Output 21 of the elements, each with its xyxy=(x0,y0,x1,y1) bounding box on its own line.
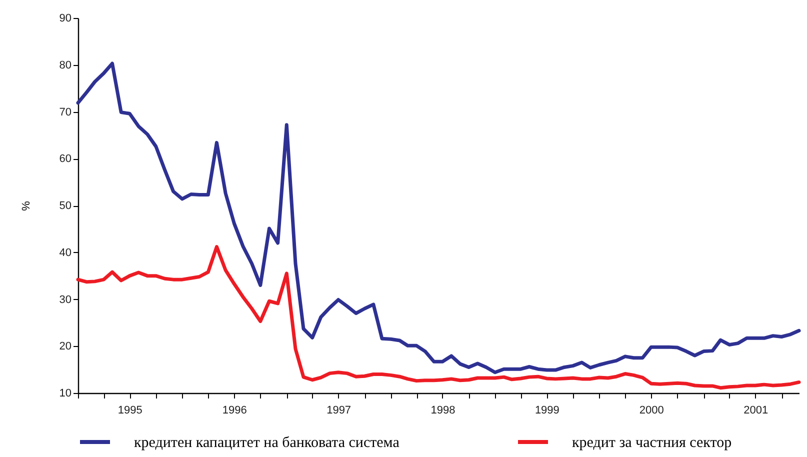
y-axis-title: % xyxy=(20,200,32,211)
line-series xyxy=(76,245,801,390)
y-tick-label: 90 xyxy=(59,12,72,24)
x-tick-label: 2001 xyxy=(744,404,768,416)
x-tick-label: 1995 xyxy=(118,404,142,416)
line-series xyxy=(76,62,801,374)
y-tick-label: 70 xyxy=(59,106,72,118)
y-tick-label: 30 xyxy=(59,294,72,306)
y-tick-label: 50 xyxy=(59,200,72,212)
legend-label: кредит за частния сектор xyxy=(572,435,732,451)
legend-label: кредитен капацитет на банковата система xyxy=(134,435,400,451)
x-tick-label: 1999 xyxy=(534,404,560,416)
y-tick-label: 20 xyxy=(59,340,72,353)
x-tick-label: 1996 xyxy=(222,404,247,416)
x-tick-label: 1997 xyxy=(326,404,352,416)
x-tick-label: 2000 xyxy=(639,404,664,416)
y-tick-label: 80 xyxy=(59,59,72,72)
x-tick-label: 1998 xyxy=(430,404,456,416)
y-tick-label: 40 xyxy=(59,246,72,259)
y-tick-label: 10 xyxy=(59,388,72,400)
y-tick-label: 60 xyxy=(59,153,72,166)
